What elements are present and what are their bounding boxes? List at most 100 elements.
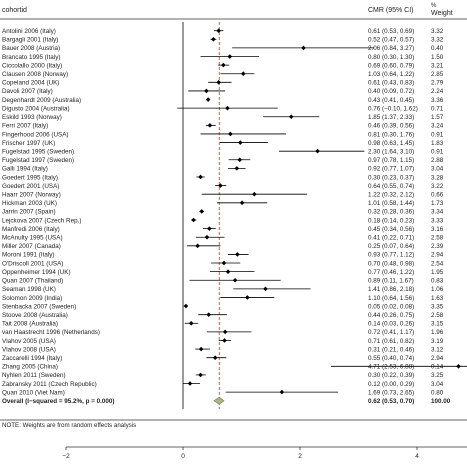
study-weight-text: 1.06 — [431, 286, 444, 293]
study-label: Zabransky 2011 (Czech Republic) — [2, 381, 97, 388]
study-label: Davoli 2007 (Italy) — [2, 88, 53, 95]
study-weight-text: 3.16 — [431, 226, 444, 233]
study-label: Ferri 2007 (Italy) — [2, 123, 48, 130]
point-estimate — [232, 277, 238, 283]
point-estimate — [221, 62, 226, 68]
study-weight-text: 0.40 — [431, 45, 444, 52]
study-label: Moroni 1991 (Italy) — [2, 252, 55, 259]
study-estimate-text: 1.03 (0.64, 1.22) — [368, 71, 414, 78]
overall-label: Overall (I−squared = 95.2%, p = 0.000) — [2, 398, 115, 405]
point-estimate — [235, 252, 240, 257]
point-estimate — [218, 183, 223, 188]
point-estimate — [198, 346, 204, 352]
x-tick-label: −2 — [62, 453, 70, 460]
study-label: Degenhardt 2009 (Australia) — [2, 97, 81, 104]
study-label: Ciccolallo 2000 (Italy) — [2, 62, 62, 69]
study-label: Goedert 2001 (USA) — [2, 183, 59, 190]
overall-estimate-text: 0.62 (0.53, 0.70) — [368, 398, 414, 405]
point-estimate — [315, 148, 320, 154]
study-weight-text: 2.94 — [431, 355, 444, 362]
study-label: Brancato 1995 (Italy) — [2, 54, 60, 61]
study-label: Vlahov 2005 (USA) — [2, 338, 56, 345]
study-weight-text: 1.50 — [431, 54, 444, 61]
study-weight-text: 1.63 — [431, 295, 444, 302]
study-weight-text: 3.22 — [431, 183, 444, 190]
study-weight-text: 1.83 — [431, 140, 444, 147]
weight-column-header: Weight — [431, 10, 453, 17]
study-estimate-text: 0.98 (0.63, 1.45) — [368, 140, 414, 147]
point-estimate — [240, 71, 246, 77]
study-estimate-text: 2.30 (1.64, 3.10) — [368, 148, 414, 155]
study-estimate-text: 0.32 (0.28, 0.36) — [368, 209, 414, 216]
study-weight-text: 2.85 — [431, 71, 444, 78]
study-weight-text: 3.12 — [431, 346, 444, 353]
study-estimate-text: 1.41 (0.86, 2.18) — [368, 286, 414, 293]
study-weight-text: 3.33 — [431, 217, 444, 224]
study-label: Digusto 2004 (Australia) — [2, 105, 70, 112]
footnote: NOTE: Weights are from random effects an… — [2, 422, 136, 429]
weight-percent-header: % — [431, 3, 437, 9]
study-estimate-text: 0.14 (0.03, 0.26) — [368, 321, 414, 328]
point-estimate — [225, 269, 231, 274]
study-weight-text: 3.15 — [431, 321, 444, 328]
study-label: Nyhlen 2011 (Sweden) — [2, 372, 66, 379]
point-estimate — [252, 191, 257, 197]
study-weight-text: 2.24 — [431, 88, 444, 95]
point-estimate — [221, 260, 227, 266]
study-label: Zhang 2005 (China) — [2, 364, 58, 371]
study-estimate-text: 0.46 (0.39, 0.56) — [368, 123, 414, 130]
point-estimate — [239, 200, 245, 206]
study-estimate-text: 0.89 (0.11, 1.67) — [368, 278, 414, 285]
study-label: Fugelstad 1995 (Sweden) — [2, 148, 74, 155]
study-label: Tait 2008 (Australia) — [2, 321, 58, 328]
study-weight-text: 0.71 — [431, 105, 444, 112]
study-column-header: cohortid — [2, 7, 27, 14]
study-estimate-text: 4.71 (2.53, 6.88) — [368, 364, 414, 371]
study-estimate-text: 0.25 (0.07, 0.64) — [368, 243, 414, 250]
study-estimate-text: 0.72 (0.41, 1.17) — [368, 329, 414, 336]
study-estimate-text: 0.31 (0.21, 0.46) — [368, 346, 414, 353]
study-label: Frischer 1997 (UK) — [2, 140, 55, 147]
study-estimate-text: 0.64 (0.55, 0.74) — [368, 183, 414, 190]
study-label: Vlahov 2008 (USA) — [2, 346, 56, 353]
x-tick-label: 4 — [415, 453, 419, 460]
study-label: Haarr 2007 (Norway) — [2, 191, 61, 198]
study-weight-text: 3.32 — [431, 37, 444, 44]
point-estimate — [234, 166, 240, 171]
study-label: Stenbacka 2007 (Sweden) — [2, 303, 76, 310]
study-weight-text: 2.54 — [431, 260, 444, 267]
study-weight-text: 1.96 — [431, 329, 444, 336]
study-weight-text: 1.73 — [431, 200, 444, 207]
study-weight-text: 3.35 — [431, 303, 444, 310]
study-weight-text: 2.58 — [431, 312, 444, 319]
study-estimate-text: 0.92 (0.77, 1.07) — [368, 166, 414, 173]
study-weight-text: 0.14 — [431, 364, 444, 371]
study-weight-text: 3.04 — [431, 381, 444, 388]
study-weight-text: 1.95 — [431, 269, 444, 276]
point-estimate — [216, 80, 221, 85]
x-axis: −20246 — [62, 446, 467, 460]
point-estimate — [206, 312, 212, 317]
study-estimate-text: 0.80 (0.30, 1.30) — [368, 54, 414, 61]
study-label: Hickman 2003 (UK) — [2, 200, 57, 207]
point-estimate — [199, 209, 205, 214]
header: cohortid CMR (95% CI) % Weight — [2, 3, 453, 17]
point-estimate — [188, 320, 194, 326]
study-estimate-text: 0.30 (0.23, 0.37) — [368, 174, 414, 181]
study-estimate-text: 0.97 (0.78, 1.15) — [368, 157, 414, 164]
study-weight-text: 1.57 — [431, 114, 444, 121]
study-weight-text: 0.83 — [431, 278, 444, 285]
point-estimate — [198, 372, 203, 378]
study-label: Galli 1994 (Italy) — [2, 166, 48, 173]
study-weight-text: 2.79 — [431, 80, 444, 87]
study-estimate-text: 0.41 (0.22, 0.71) — [368, 235, 414, 242]
study-weight-text: 0.66 — [431, 191, 444, 198]
study-label: Goedert 1995 (Italy) — [2, 174, 58, 181]
study-weight-text: 2.39 — [431, 243, 444, 250]
study-label: Stoove 2008 (Australia) — [2, 312, 68, 319]
study-estimate-text: 1.22 (0.32, 2.12) — [368, 191, 414, 198]
point-estimate — [207, 226, 212, 231]
study-label: Quan 2010 (Viet Nam) — [2, 389, 65, 396]
point-estimate — [222, 338, 227, 343]
study-estimate-text: 2.06 (0.84, 3.27) — [368, 45, 414, 52]
